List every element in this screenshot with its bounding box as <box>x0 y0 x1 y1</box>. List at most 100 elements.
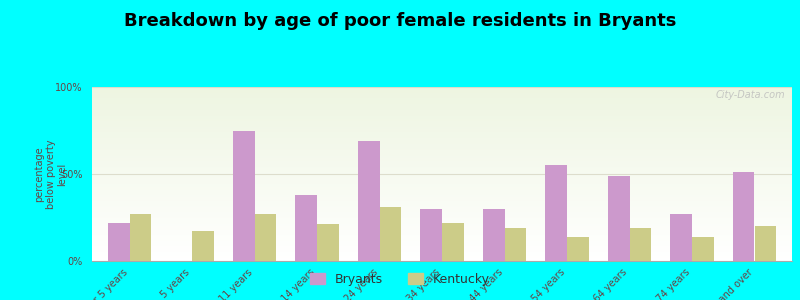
Bar <box>92 154 792 155</box>
Bar <box>92 91 792 92</box>
Bar <box>92 233 792 234</box>
Bar <box>92 122 792 123</box>
Bar <box>92 167 792 168</box>
Bar <box>92 214 792 215</box>
Bar <box>92 141 792 142</box>
Bar <box>92 254 792 255</box>
Bar <box>92 211 792 212</box>
Bar <box>92 110 792 111</box>
Bar <box>92 100 792 101</box>
Bar <box>92 239 792 240</box>
Bar <box>92 168 792 169</box>
Bar <box>92 107 792 108</box>
Bar <box>92 229 792 230</box>
Bar <box>92 221 792 222</box>
Bar <box>92 101 792 102</box>
Bar <box>92 108 792 109</box>
Bar <box>92 146 792 147</box>
Bar <box>92 135 792 136</box>
Bar <box>92 147 792 148</box>
Bar <box>92 246 792 247</box>
Bar <box>92 138 792 139</box>
Bar <box>92 197 792 198</box>
Bar <box>92 258 792 259</box>
Bar <box>92 132 792 133</box>
Bar <box>92 184 792 185</box>
Bar <box>92 161 792 162</box>
Bar <box>379 207 402 261</box>
Bar <box>92 90 792 91</box>
Bar <box>92 92 792 93</box>
Bar <box>92 171 792 172</box>
Bar <box>92 151 792 152</box>
Bar <box>92 259 792 260</box>
Bar <box>92 244 792 245</box>
Bar <box>130 214 151 261</box>
Bar <box>92 159 792 160</box>
Bar <box>92 236 792 237</box>
Bar <box>630 228 651 261</box>
Bar <box>92 234 792 235</box>
Bar <box>92 209 792 210</box>
Bar <box>92 130 792 131</box>
Bar <box>92 149 792 150</box>
Bar <box>92 111 792 112</box>
Bar <box>92 165 792 166</box>
Bar <box>92 134 792 135</box>
Bar <box>92 195 792 196</box>
Bar <box>92 235 792 236</box>
Bar <box>92 198 792 199</box>
Bar <box>92 142 792 143</box>
Bar <box>92 131 792 132</box>
Bar <box>92 255 792 256</box>
Bar <box>92 173 792 174</box>
Bar <box>92 220 792 221</box>
Bar <box>92 143 792 144</box>
Bar <box>92 89 792 90</box>
Bar <box>92 163 792 164</box>
Bar <box>92 137 792 138</box>
Bar <box>92 172 792 173</box>
Bar <box>92 129 792 130</box>
Bar <box>92 189 792 190</box>
Bar <box>92 176 792 177</box>
Bar <box>92 222 792 223</box>
Bar <box>92 121 792 122</box>
Bar <box>92 210 792 211</box>
Bar <box>254 214 276 261</box>
Bar <box>92 216 792 217</box>
Bar <box>192 231 214 261</box>
Bar <box>692 237 714 261</box>
Bar <box>92 170 792 171</box>
Bar <box>92 153 792 154</box>
Bar <box>92 125 792 126</box>
Bar <box>92 253 792 254</box>
Bar <box>92 96 792 97</box>
Bar <box>92 174 792 175</box>
Bar <box>92 127 792 128</box>
Bar <box>92 193 792 194</box>
Bar <box>92 162 792 163</box>
Bar <box>92 144 792 145</box>
Bar <box>92 215 792 216</box>
Bar <box>92 119 792 120</box>
Bar <box>92 231 792 232</box>
Bar <box>92 150 792 151</box>
Bar <box>92 124 792 125</box>
Bar <box>92 191 792 192</box>
Bar <box>92 250 792 251</box>
Bar <box>92 190 792 191</box>
Bar <box>92 139 792 140</box>
Bar <box>92 194 792 195</box>
Bar <box>92 120 792 121</box>
Bar <box>92 212 792 213</box>
Bar <box>92 105 792 106</box>
Bar <box>358 141 379 261</box>
Bar <box>92 177 792 178</box>
Bar <box>92 166 792 167</box>
Bar <box>505 228 526 261</box>
Bar <box>545 165 567 261</box>
Bar <box>92 204 792 205</box>
Bar <box>92 175 792 176</box>
Bar <box>92 102 792 103</box>
